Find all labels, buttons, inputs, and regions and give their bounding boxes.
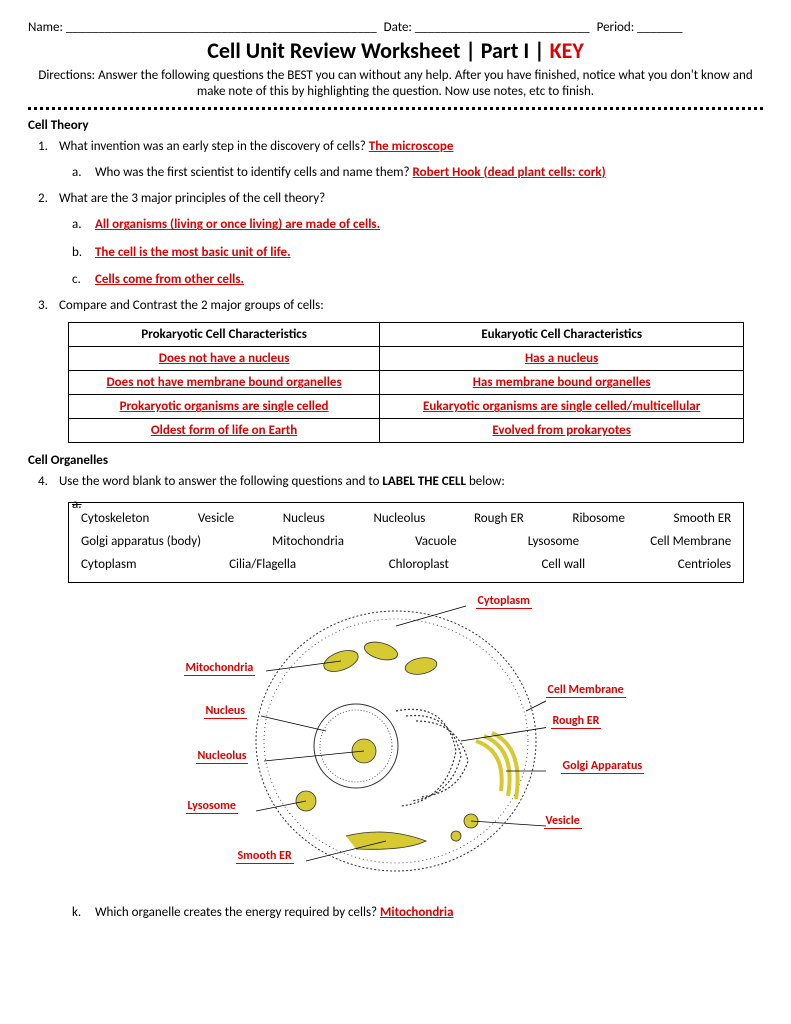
wordbank-row-3: Cytoplasm Cilia/Flagella Chloroplast Cel… [77,555,735,574]
cell-pro-2: Prokaryotic organisms are single celled [120,399,329,414]
label-cytoplasm: Cytoplasm [476,594,532,609]
q4-after: below: [469,474,505,489]
q2-number: 2. [38,189,56,210]
qk-answer: Mitochondria [380,905,454,920]
cell-pro-3: Oldest form of life on Earth [151,423,297,438]
q2c-answer: Cells come from other cells. [95,272,244,287]
cell-svg-icon [246,601,546,881]
page-title: Cell Unit Review Worksheet | Part I | KE… [28,37,763,64]
wb-item: Cytoplasm [81,557,136,572]
q2c-letter: c. [72,268,92,291]
q1a-letter: a. [72,161,92,184]
q2b-answer: The cell is the most basic unit of life. [95,245,291,260]
q1a-answer: Robert Hook (dead plant cells: cork) [413,165,606,180]
q4-number: 4. [38,472,56,493]
table-header-row: Prokaryotic Cell Characteristics Eukaryo… [69,323,744,347]
wb-item: Rough ER [474,511,524,526]
label-cellmembrane: Cell Membrane [546,683,626,698]
question-4k: k. Which organelle creates the energy re… [72,901,763,924]
q1a-text: Who was the first scientist to identify … [95,165,413,180]
wb-item: Ribosome [572,511,625,526]
q1-number: 1. [38,137,56,158]
q2b-letter: b. [72,241,92,264]
q1-answer: The microscope [369,139,454,154]
qk-text: Which organelle creates the energy requi… [95,905,380,920]
wb-item: Centrioles [678,557,731,572]
label-vesicle: Vesicle [544,814,582,829]
wb-item: Cell Membrane [650,534,731,549]
table-header-prokaryotic: Prokaryotic Cell Characteristics [69,323,380,347]
table-row: Oldest form of life on Earth Evolved fro… [69,419,744,443]
wb-item: Smooth ER [674,511,732,526]
name-label: Name: __________________________________… [28,20,377,35]
wb-item: Chloroplast [389,557,449,572]
cell-eu-0: Has a nucleus [525,351,598,366]
divider-dotted [28,107,763,110]
wb-item: Mitochondria [272,534,344,549]
question-2a: a. All organisms (living or once living)… [72,213,763,236]
wordbank-row-2: Golgi apparatus (body) Mitochondria Vacu… [77,532,735,551]
wb-item: Cytoskeleton [81,511,149,526]
cell-eu-1: Has membrane bound organelles [473,375,651,390]
q2a-letter: a. [72,213,92,236]
cell-eu-3: Evolved from prokaryotes [492,423,630,438]
label-rougher: Rough ER [551,714,602,729]
cell-diagram: Cytoplasm Mitochondria Nucleus Nucleolus… [146,591,646,891]
question-2b: b. The cell is the most basic unit of li… [72,241,763,264]
wb-item: Cell wall [541,557,585,572]
label-nucleus: Nucleus [204,704,248,719]
date-label: Date: ___________________________ [384,20,590,35]
question-1a: a. Who was the first scientist to identi… [72,161,763,184]
wb-item: Lysosome [528,534,579,549]
wb-item: Cilia/Flagella [229,557,296,572]
section-cell-theory: Cell Theory [28,118,763,133]
cell-eu-2: Eukaryotic organisms are single celled/m… [423,399,700,414]
table-row: Does not have membrane bound organelles … [69,371,744,395]
question-4: 4. Use the word blank to answer the foll… [38,472,763,493]
label-golgi: Golgi Apparatus [561,759,645,774]
section-organelles: Cell Organelles [28,453,763,468]
label-nucleolus: Nucleolus [196,749,249,764]
qk-letter: k. [72,901,92,924]
label-smoother: Smooth ER [236,849,294,864]
q3-text: Compare and Contrast the 2 major groups … [59,298,324,313]
table-row: Does not have a nucleus Has a nucleus [69,347,744,371]
header-line: Name: __________________________________… [28,20,763,35]
table-row: Prokaryotic organisms are single celled … [69,395,744,419]
wb-item: Nucleolus [373,511,425,526]
q2-text: What are the 3 major principles of the c… [59,191,325,206]
directions-text: Directions: Answer the following questio… [28,68,763,101]
title-main: Cell Unit Review Worksheet | Part I | [207,37,549,64]
cell-pro-1: Does not have membrane bound organelles [106,375,341,390]
wordbank-row-1: Cytoskeleton Vesicle Nucleus Nucleolus R… [77,509,735,528]
title-key: KEY [550,37,584,64]
period-label: Period: _______ [597,20,683,35]
question-2c: c. Cells come from other cells. [72,268,763,291]
q2a-answer: All organisms (living or once living) ar… [95,217,380,232]
q4-text: Use the word blank to answer the followi… [59,474,382,489]
table-header-eukaryotic: Eukaryotic Cell Characteristics [380,323,744,347]
question-3: 3. Compare and Contrast the 2 major grou… [38,296,763,317]
wb-item: Nucleus [283,511,325,526]
wb-item: Vacuole [415,534,457,549]
word-bank: Cytoskeleton Vesicle Nucleus Nucleolus R… [68,502,744,583]
question-2: 2. What are the 3 major principles of th… [38,189,763,210]
compare-table: Prokaryotic Cell Characteristics Eukaryo… [68,322,744,443]
label-mitochondria: Mitochondria [184,661,256,676]
q3-number: 3. [38,296,56,317]
question-1: 1. What invention was an early step in t… [38,137,763,158]
wb-item: Golgi apparatus (body) [81,534,201,549]
q4-bold: LABEL THE CELL [382,474,466,489]
cell-pro-0: Does not have a nucleus [159,351,290,366]
label-lysosome: Lysosome [186,799,238,814]
wb-item: Vesicle [198,511,234,526]
q1-text: What invention was an early step in the … [59,139,369,154]
